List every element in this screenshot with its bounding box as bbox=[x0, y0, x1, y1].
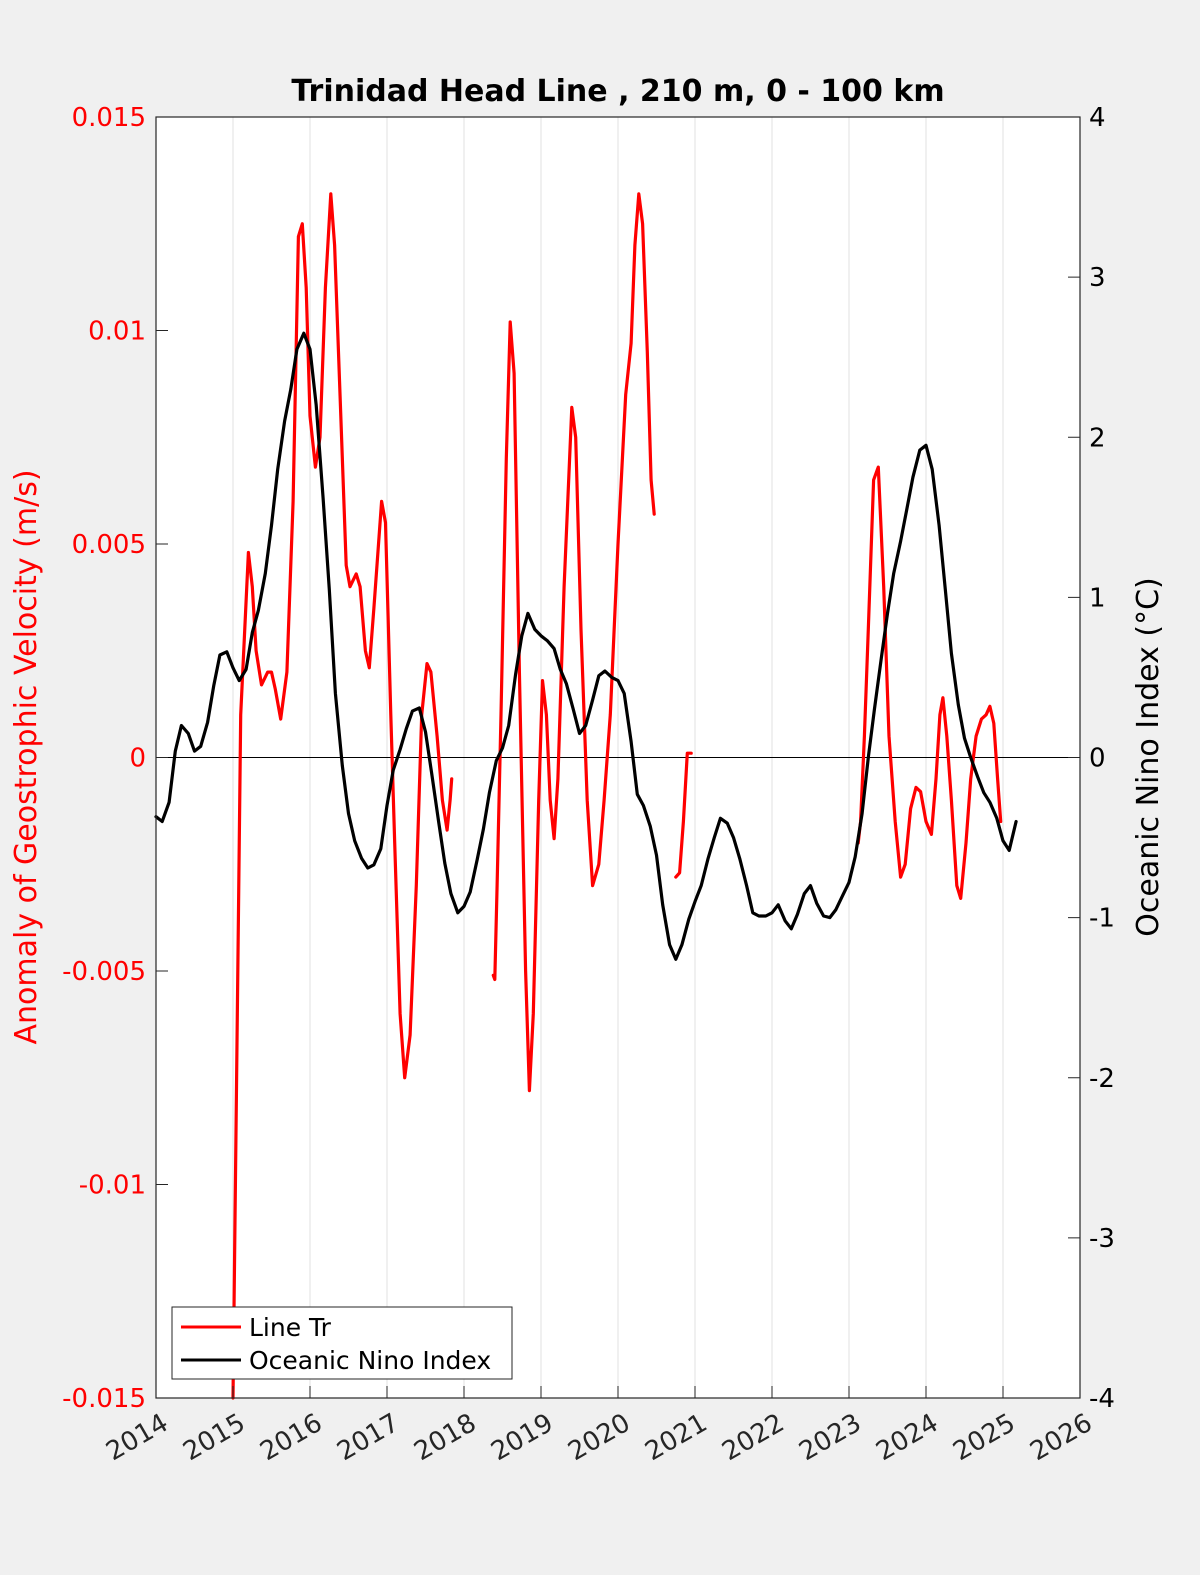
legend: Line Tr Oceanic Nino Index bbox=[171, 1306, 513, 1380]
x-tick-label: 2025 bbox=[948, 1408, 1020, 1467]
y-right-tick-label: 2 bbox=[1089, 423, 1106, 453]
y-right-tick-label: 4 bbox=[1089, 103, 1106, 133]
series-oceanic-nino-index bbox=[154, 331, 1018, 961]
y-left-tick-label: 0.01 bbox=[88, 317, 146, 347]
y-axis-right-label: Oceanic Nino Index (°C) bbox=[1131, 577, 1166, 937]
y-right-tick-label: 3 bbox=[1089, 263, 1106, 293]
x-tick-label: 2023 bbox=[794, 1408, 866, 1467]
y-left-tick-label: 0 bbox=[129, 744, 146, 774]
y-right-tick-label: -2 bbox=[1089, 1064, 1115, 1094]
y-axis-left-label: Anomaly of Geostrophic Velocity (m/s) bbox=[9, 469, 44, 1044]
y-right-tick-label: -4 bbox=[1089, 1384, 1115, 1414]
series-segment bbox=[674, 751, 693, 879]
x-tick-label: 2016 bbox=[255, 1408, 327, 1467]
y-right-tick-label: 0 bbox=[1089, 744, 1106, 774]
x-tick-label: 2026 bbox=[1025, 1408, 1097, 1467]
x-tick-label: 2019 bbox=[486, 1408, 558, 1467]
series-segment bbox=[856, 465, 1003, 901]
series-line-tr bbox=[231, 192, 1003, 1400]
x-tick-label: 2020 bbox=[563, 1408, 635, 1467]
legend-entry-line-tr: Line Tr bbox=[249, 1313, 332, 1342]
y-left-tick-label: -0.015 bbox=[62, 1384, 146, 1414]
x-tick-label: 2021 bbox=[640, 1408, 712, 1467]
x-tick-label: 2017 bbox=[332, 1408, 404, 1467]
chart-title: Trinidad Head Line , 210 m, 0 - 100 km bbox=[291, 74, 944, 109]
y-right-tick-label: -1 bbox=[1089, 904, 1115, 934]
legend-box bbox=[171, 1306, 513, 1380]
y-right-tick-label: -3 bbox=[1089, 1224, 1115, 1254]
y-left-tick-label: -0.005 bbox=[62, 957, 146, 987]
x-tick-label: 2015 bbox=[178, 1408, 250, 1467]
series-segment bbox=[231, 192, 454, 1400]
x-tick-label: 2014 bbox=[101, 1408, 173, 1467]
x-tick-label: 2024 bbox=[871, 1408, 943, 1467]
y-left-tick-label: -0.01 bbox=[79, 1171, 146, 1201]
x-tick-label: 2022 bbox=[717, 1408, 789, 1467]
x-tick-label: 2018 bbox=[409, 1408, 481, 1467]
series-segment bbox=[491, 192, 656, 1093]
legend-entry-oni: Oceanic Nino Index bbox=[249, 1346, 491, 1375]
y-axis-left: -0.015 -0.01 -0.005 0 0.005 0.01 0.015 bbox=[62, 103, 168, 1414]
y-left-tick-label: 0.015 bbox=[72, 103, 146, 133]
y-left-tick-label: 0.005 bbox=[72, 530, 146, 560]
y-right-tick-label: 1 bbox=[1089, 583, 1106, 613]
y-axis-right: -4 -3 -2 -1 0 1 2 3 4 bbox=[1068, 103, 1115, 1414]
series-segment bbox=[154, 331, 1018, 961]
